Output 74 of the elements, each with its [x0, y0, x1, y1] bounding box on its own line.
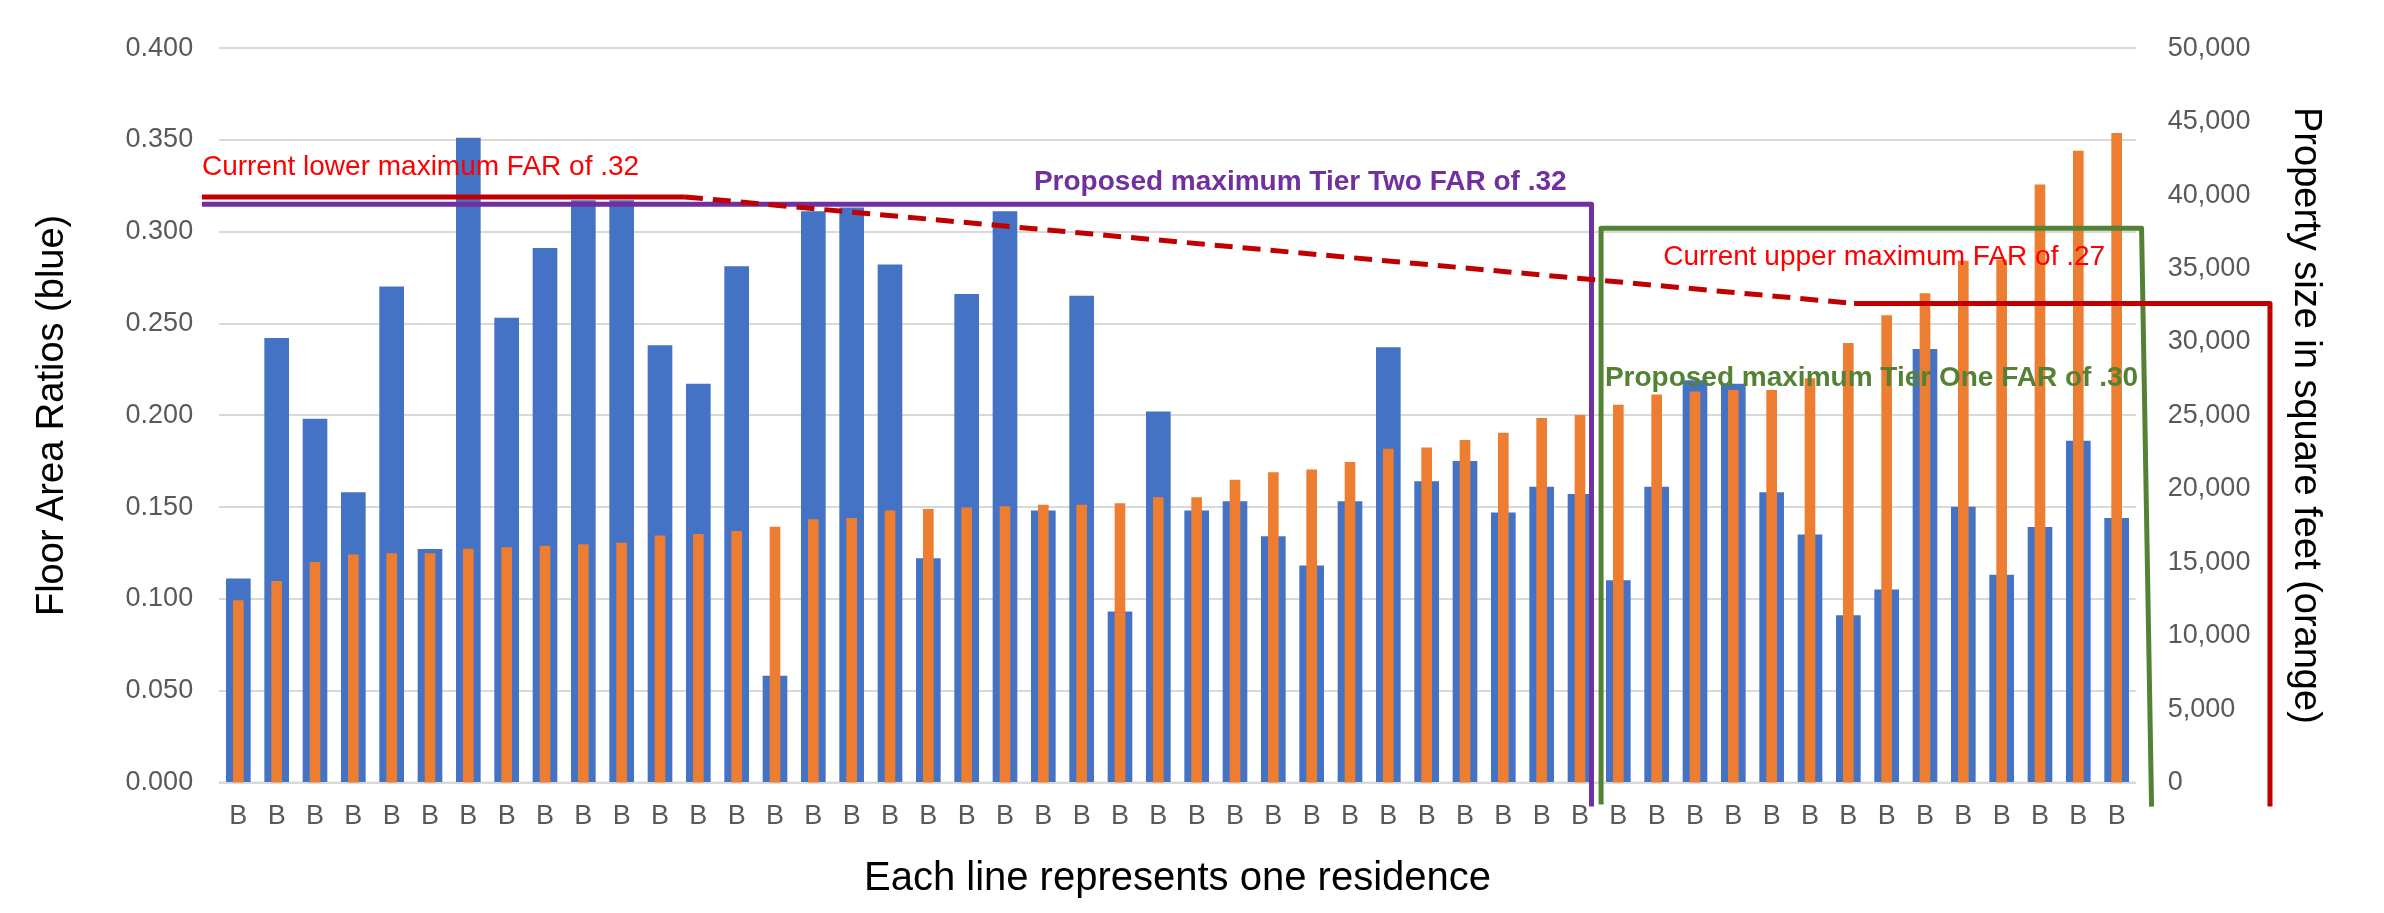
y2-tick-label: 15,000 [2167, 545, 2251, 576]
x-tick-label: B [765, 800, 784, 831]
x-tick-label: B [1225, 800, 1244, 831]
x-tick-label: B [1072, 800, 1091, 831]
y2-tick-label: 5,000 [2167, 692, 2236, 723]
y2-tick-label: 35,000 [2167, 251, 2251, 282]
x-tick-label: B [574, 800, 593, 831]
x-tick-label: B [267, 800, 286, 831]
x-tick-label: B [1417, 800, 1436, 831]
x-tick-label: B [229, 800, 248, 831]
x-tick-label: B [2107, 800, 2126, 831]
x-tick-label: B [1264, 800, 1283, 831]
x-tick-label: B [535, 800, 554, 831]
x-tick-label: B [842, 800, 861, 831]
x-tick-label: B [804, 800, 823, 831]
y-tick-label: 0.000 [125, 766, 194, 797]
x-tick-label: B [1724, 800, 1743, 831]
x-tick-label: B [1110, 800, 1129, 831]
y-tick-label: 0.400 [125, 31, 194, 62]
x-tick-label: B [305, 800, 325, 831]
y2-tick-label: 10,000 [2167, 619, 2251, 650]
x-tick-label: B [459, 800, 478, 831]
y-tick-label: 0.200 [125, 398, 194, 429]
x-tick-label: B [497, 800, 516, 831]
y2-tick-label: 45,000 [2167, 105, 2251, 136]
y-axis-title: Floor Area Ratios (blue) [29, 214, 72, 617]
x-tick-label: B [1570, 800, 1589, 831]
x-tick-label: B [1954, 800, 1973, 831]
y-tick-label: 0.250 [125, 307, 194, 338]
x-tick-label: B [2069, 800, 2088, 831]
y2-tick-label: 30,000 [2167, 325, 2251, 356]
y-tick-label: 0.350 [125, 123, 194, 154]
x-tick-label: B [1302, 800, 1321, 831]
x-tick-label: B [1647, 800, 1666, 831]
x-tick-label: B [1494, 800, 1513, 831]
x-tick-label: B [727, 800, 746, 831]
y2-tick-label: 20,000 [2167, 472, 2251, 503]
x-axis-title: Each line represents one residence [863, 854, 1492, 899]
x-tick-label: B [1915, 800, 1934, 831]
x-tick-label: B [1839, 800, 1858, 831]
y2-tick-label: 40,000 [2167, 178, 2251, 209]
x-tick-label: B [1685, 800, 1704, 831]
x-tick-label: B [382, 800, 401, 831]
x-tick-label: B [880, 800, 899, 831]
x-tick-label: B [2030, 800, 2049, 831]
y-tick-label: 0.050 [125, 674, 194, 705]
x-tick-label: B [1992, 800, 2011, 831]
y-tick-label: 0.100 [125, 582, 194, 613]
y-tick-label: 0.150 [125, 490, 194, 521]
x-tick-label: B [420, 800, 440, 831]
x-tick-label: B [919, 800, 938, 831]
x-tick-label: B [995, 800, 1014, 831]
x-tick-label: B [612, 800, 631, 831]
x-tick-label: B [1187, 800, 1206, 831]
y2-tick-label: 0 [2167, 766, 2183, 797]
x-tick-label: B [1532, 800, 1551, 831]
ref-line-label: Proposed maximum Tier Two FAR of .32 [1033, 164, 1567, 196]
x-tick-label: B [1609, 800, 1628, 831]
x-tick-label: B [1034, 800, 1053, 831]
x-tick-label: B [689, 800, 708, 831]
y-tick-label: 0.300 [125, 215, 194, 246]
x-tick-label: B [1762, 800, 1781, 831]
y2-tick-label: 50,000 [2167, 31, 2251, 62]
x-tick-label: B [1800, 800, 1819, 831]
x-tick-label: B [1149, 800, 1168, 831]
x-tick-label: B [957, 800, 976, 831]
x-tick-label: B [650, 800, 669, 831]
x-tick-label: B [1455, 800, 1474, 831]
y2-tick-label: 25,000 [2167, 398, 2251, 429]
x-tick-label: B [1340, 800, 1359, 831]
y2-axis-title: Property size in square feet (orange) [2286, 107, 2329, 724]
x-tick-label: B [1877, 800, 1896, 831]
x-tick-label: B [344, 800, 363, 831]
x-tick-label: B [1379, 800, 1398, 831]
